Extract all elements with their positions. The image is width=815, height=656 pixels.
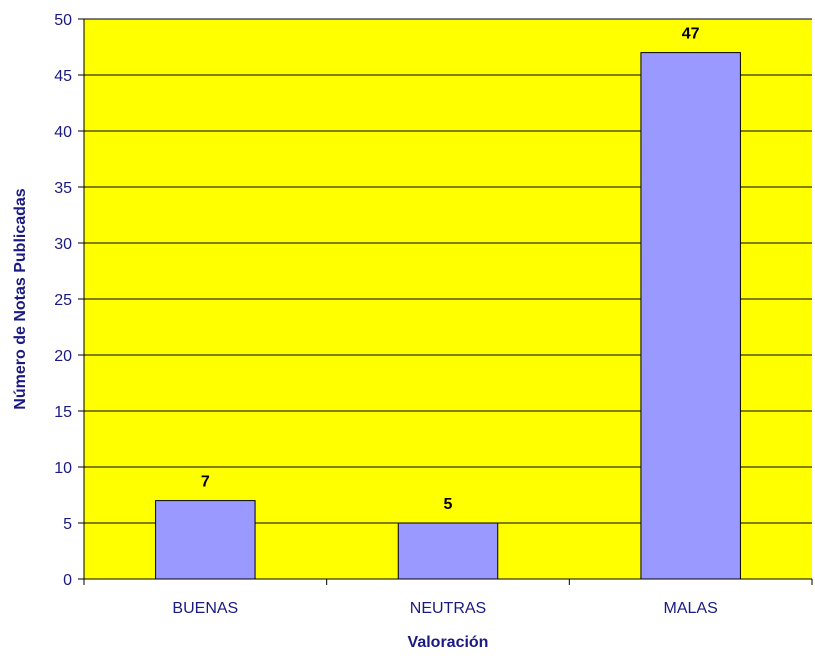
data-label-buenas: 7 xyxy=(201,474,210,491)
y-tick-label: 5 xyxy=(63,516,72,533)
y-tick-label: 0 xyxy=(63,572,72,589)
x-axis-title: Valoración xyxy=(408,634,489,651)
y-tick-label: 25 xyxy=(54,292,72,309)
labels: 0 5 10 15 20 25 30 35 40 45 50 7 BUENAS 5 NEUTRAS 47 MAL… xyxy=(54,12,718,617)
y-tick-label: 45 xyxy=(54,68,72,85)
y-tick-label: 15 xyxy=(54,404,72,421)
y-tick-label: 50 xyxy=(54,12,72,29)
data-label-malas: 47 xyxy=(682,26,700,43)
bar-buenas xyxy=(155,500,256,580)
y-tick-label: 40 xyxy=(54,124,72,141)
bar-malas xyxy=(640,52,741,580)
y-axis-title: Número de Notas Publicadas xyxy=(12,188,29,409)
y-tick-label: 30 xyxy=(54,236,72,253)
bar-neutras xyxy=(397,522,499,580)
bars xyxy=(155,52,741,580)
y-tick-label: 10 xyxy=(54,460,72,477)
x-tick-label-neutras: NEUTRAS xyxy=(410,600,486,617)
y-tick-label: 35 xyxy=(54,180,72,197)
y-tick-label: 20 xyxy=(54,348,72,365)
axes xyxy=(78,18,813,585)
data-label-neutras: 5 xyxy=(444,496,453,513)
x-tick-label-malas: MALAS xyxy=(664,600,718,617)
x-tick-label-buenas: BUENAS xyxy=(172,600,238,617)
